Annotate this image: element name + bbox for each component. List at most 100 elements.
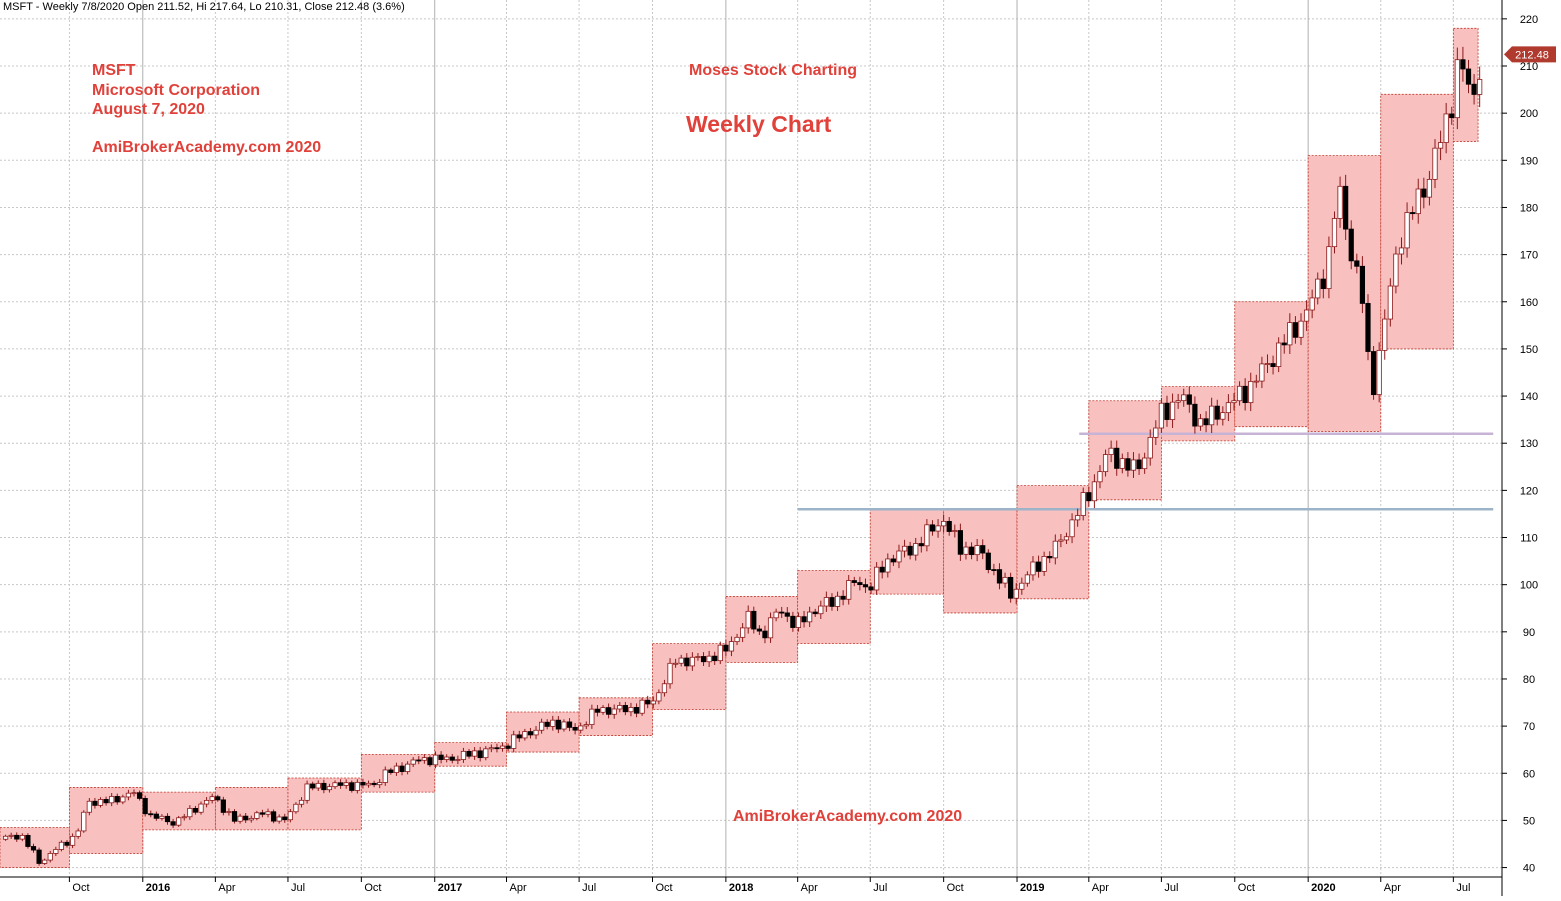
candle-body: [790, 615, 796, 628]
y-tick-label: 210: [1520, 61, 1538, 73]
candle-body: [611, 708, 617, 715]
candle-body: [941, 520, 947, 527]
candle-body: [1359, 265, 1366, 304]
candle-body: [19, 834, 25, 840]
candle-body: [773, 611, 779, 619]
candle-body: [30, 846, 37, 851]
candle-body: [874, 566, 880, 591]
candle-body: [1220, 412, 1226, 420]
candle-body: [365, 782, 372, 786]
y-tick-label: 120: [1520, 485, 1538, 497]
candle-body: [58, 841, 65, 850]
candle-body: [499, 745, 506, 749]
candle-body: [349, 782, 355, 791]
candle-body: [444, 756, 450, 760]
candle-body: [834, 595, 841, 607]
candle-body: [857, 582, 863, 586]
candle-body: [304, 783, 310, 801]
symbol-info-header: MSFT - Weekly 7/8/2020 Open 211.52, Hi 2…: [3, 1, 405, 13]
candle-body: [516, 734, 522, 739]
candle-body: [1197, 418, 1204, 427]
candle-body: [678, 657, 684, 664]
candle-body: [1002, 576, 1008, 584]
candle-body: [203, 800, 210, 805]
candle-body: [455, 759, 461, 761]
candle-body: [539, 721, 545, 731]
candle-body: [8, 834, 14, 837]
website-label-bottom: AmiBrokerAcademy.com 2020: [733, 808, 963, 825]
x-tick-label: Oct: [947, 882, 964, 894]
candle-body: [181, 816, 187, 819]
candle-body: [991, 569, 997, 571]
candle-body: [237, 815, 243, 822]
candle-body: [505, 745, 511, 749]
candle-body: [416, 759, 422, 762]
x-tick-label: Apr: [510, 882, 527, 894]
candle-body: [1337, 185, 1343, 219]
candle-body: [393, 765, 400, 773]
candle-body: [1393, 253, 1399, 287]
candle-body: [762, 630, 768, 639]
candle-body: [142, 798, 148, 815]
candle-body: [388, 769, 394, 773]
candle-body: [1264, 363, 1271, 365]
x-tick-label: Apr: [801, 882, 818, 894]
candle-body: [1158, 402, 1164, 429]
candle-body: [807, 611, 813, 623]
y-tick-label: 160: [1520, 297, 1538, 309]
candle-body: [740, 627, 746, 638]
candle-body: [483, 748, 489, 759]
quarter-range-box: [725, 596, 799, 663]
x-tick-label: Oct: [72, 882, 89, 894]
candle-body: [1013, 588, 1019, 599]
candle-body: [114, 796, 120, 803]
candle-body: [97, 799, 104, 806]
y-tick-label: 130: [1520, 438, 1538, 450]
candle-body: [1398, 247, 1405, 255]
candle-body: [293, 803, 299, 813]
candle-body: [494, 747, 500, 750]
candle-body: [81, 811, 87, 832]
candle-body: [511, 734, 517, 749]
candle-body: [103, 799, 109, 804]
quarter-range-box: [797, 570, 871, 645]
candle-body: [533, 729, 539, 736]
candle-body: [1292, 322, 1299, 338]
x-tick-label: Jul: [291, 882, 305, 894]
candle-body: [544, 721, 550, 727]
candle-body: [14, 834, 20, 840]
candle-body: [1108, 447, 1114, 455]
candle-body: [1309, 297, 1315, 311]
x-tick-labels: Oct 2016 Apr Jul Oct 2017 Apr Jul Oct 2018 Apr Jul O…: [68, 877, 1470, 894]
candle-body: [1287, 322, 1293, 346]
candle-body: [53, 849, 59, 854]
candle-body: [1242, 385, 1248, 404]
x-tick-label: Oct: [1238, 882, 1255, 894]
candle-body: [215, 796, 221, 801]
candle-body: [1460, 59, 1466, 70]
candle-body: [862, 584, 869, 588]
candle-body: [583, 724, 589, 727]
candle-body: [1248, 381, 1254, 404]
quarter-range-box: [360, 754, 436, 793]
candle-body: [801, 616, 807, 623]
candle-body: [1063, 536, 1070, 541]
brand-label: Moses Stock Charting: [689, 62, 858, 79]
candle-body: [1058, 539, 1064, 542]
quarter-range-box: [506, 711, 580, 753]
x-tick-label: 2016: [146, 882, 170, 894]
candle-body: [276, 816, 282, 822]
candlestick-series: [2, 46, 1483, 866]
candle-body: [1410, 212, 1416, 215]
candle-body: [589, 708, 595, 725]
candle-body: [1125, 458, 1131, 471]
x-tick-label: Oct: [364, 882, 381, 894]
candle-body: [1075, 515, 1081, 521]
candle-body: [896, 550, 902, 563]
candle-body: [109, 796, 115, 804]
y-tick-label: 100: [1520, 580, 1538, 592]
candle-body: [980, 545, 986, 554]
candle-body: [684, 657, 690, 667]
candle-body: [1376, 350, 1382, 396]
candle-body: [795, 616, 802, 628]
